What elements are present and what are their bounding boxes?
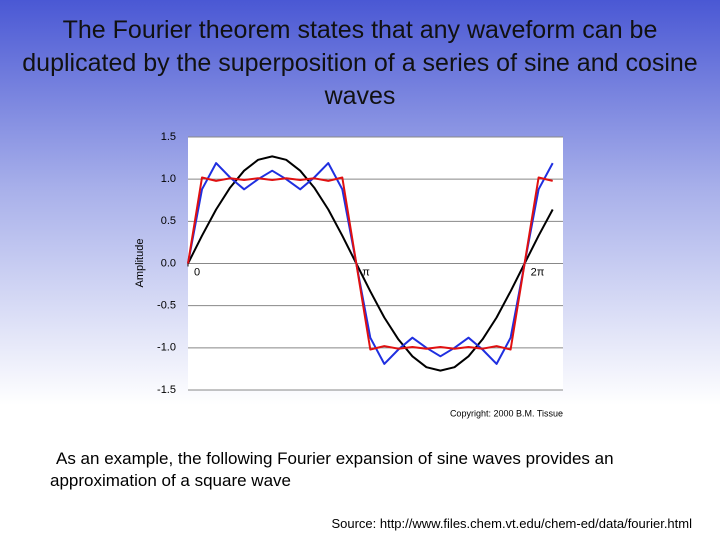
slide-title: The Fourier theorem states that any wave… bbox=[22, 16, 698, 110]
y-tick-label: 0.5 bbox=[161, 215, 176, 227]
y-tick-label: -0.5 bbox=[157, 300, 176, 312]
y-axis-label: Amplitude bbox=[134, 239, 146, 288]
series-line bbox=[187, 162, 554, 365]
x-tick-label: 0 bbox=[194, 266, 200, 278]
body-text: As an example, the following Fourier exp… bbox=[50, 449, 614, 490]
y-tick-label: 0.0 bbox=[161, 257, 176, 269]
y-tick-label: 1.0 bbox=[161, 173, 176, 185]
series-line bbox=[187, 176, 553, 351]
source: Source: http://www.files.chem.vt.edu/che… bbox=[331, 516, 692, 531]
x-tick-label: 2π bbox=[531, 266, 545, 278]
copyright: Copyright: 2000 B.M. Tissue bbox=[450, 408, 563, 418]
chart: Amplitude Copyright: 2000 B.M. Tissue -1… bbox=[134, 131, 563, 418]
y-tick-label: 1.5 bbox=[161, 131, 176, 143]
y-tick-label: -1.0 bbox=[157, 342, 176, 354]
series-line bbox=[187, 155, 554, 372]
y-tick-label: -1.5 bbox=[157, 384, 176, 396]
x-tick-label: π bbox=[362, 266, 370, 278]
